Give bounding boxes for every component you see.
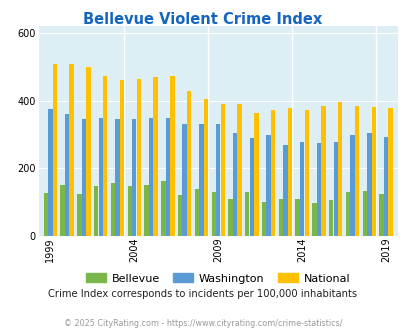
Bar	[194, 189, 198, 236]
Bar	[136, 80, 141, 236]
Bar	[103, 76, 107, 236]
Bar	[287, 108, 291, 236]
Bar	[182, 124, 186, 236]
Bar	[366, 133, 371, 236]
Bar	[311, 203, 316, 236]
Bar	[261, 202, 266, 236]
Bar	[170, 76, 174, 236]
Bar	[354, 106, 358, 236]
Bar	[350, 135, 354, 236]
Bar	[94, 186, 98, 236]
Legend: Bellevue, Washington, National: Bellevue, Washington, National	[84, 271, 352, 286]
Bar	[81, 119, 86, 236]
Bar	[149, 118, 153, 236]
Bar	[187, 91, 191, 236]
Bar	[98, 118, 102, 236]
Bar	[232, 133, 237, 236]
Bar	[328, 200, 333, 236]
Bar	[379, 194, 383, 236]
Bar	[254, 113, 258, 236]
Bar	[53, 64, 57, 236]
Bar	[278, 199, 282, 236]
Bar	[119, 81, 124, 236]
Bar	[299, 142, 304, 236]
Bar	[228, 199, 232, 236]
Bar	[86, 67, 90, 236]
Bar	[337, 102, 342, 236]
Bar	[60, 185, 65, 236]
Bar	[266, 135, 270, 236]
Bar	[283, 146, 287, 236]
Bar	[270, 110, 275, 236]
Bar	[237, 104, 241, 236]
Bar	[295, 199, 299, 236]
Text: Bellevue Violent Crime Index: Bellevue Violent Crime Index	[83, 12, 322, 26]
Bar	[316, 143, 320, 236]
Bar	[333, 142, 337, 236]
Bar	[345, 192, 350, 236]
Bar	[153, 78, 158, 236]
Text: Crime Index corresponds to incidents per 100,000 inhabitants: Crime Index corresponds to incidents per…	[48, 289, 357, 299]
Bar	[211, 192, 215, 236]
Bar	[220, 104, 224, 236]
Bar	[69, 64, 74, 236]
Bar	[249, 138, 254, 236]
Bar	[161, 181, 165, 236]
Bar	[383, 137, 387, 236]
Bar	[245, 192, 249, 236]
Bar	[65, 114, 69, 236]
Bar	[304, 110, 308, 236]
Bar	[362, 191, 366, 236]
Bar	[215, 124, 220, 236]
Bar	[144, 185, 148, 236]
Bar	[320, 106, 325, 236]
Bar	[48, 109, 52, 236]
Bar	[77, 194, 81, 236]
Bar	[127, 186, 132, 236]
Bar	[43, 193, 48, 236]
Bar	[199, 124, 203, 236]
Bar	[371, 107, 375, 236]
Bar	[203, 99, 208, 236]
Bar	[388, 108, 392, 236]
Bar	[115, 119, 119, 236]
Bar	[132, 119, 136, 236]
Bar	[111, 182, 115, 236]
Text: © 2025 CityRating.com - https://www.cityrating.com/crime-statistics/: © 2025 CityRating.com - https://www.city…	[64, 319, 341, 328]
Bar	[177, 195, 182, 236]
Bar	[165, 118, 170, 236]
